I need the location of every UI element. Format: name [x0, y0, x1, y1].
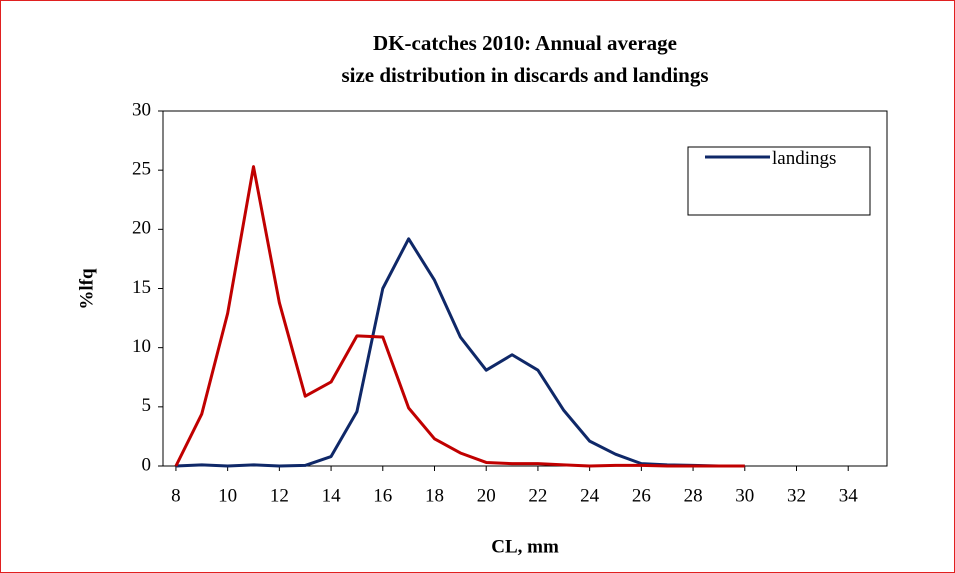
y-tick-label: 15 — [132, 277, 151, 298]
y-tick-label: 10 — [132, 336, 151, 357]
y-tick-label: 0 — [142, 454, 152, 475]
y-tick-label: 25 — [132, 159, 151, 180]
x-tick-label: 28 — [684, 485, 703, 506]
x-tick-label: 20 — [477, 485, 496, 506]
legend-label: landings — [772, 148, 837, 169]
x-tick-label: 22 — [528, 485, 547, 506]
y-tick-label: 20 — [132, 218, 151, 239]
x-tick-label: 34 — [839, 485, 859, 506]
x-tick-label: 10 — [218, 485, 237, 506]
x-tick-label: 26 — [632, 485, 651, 506]
y-tick-label: 30 — [132, 99, 151, 120]
x-tick-label: 24 — [580, 485, 600, 506]
x-tick-label: 32 — [787, 485, 806, 506]
series-line — [175, 237, 745, 468]
series-line — [174, 165, 745, 468]
x-tick-label: 18 — [425, 485, 444, 506]
y-axis-title: %lfq — [76, 268, 97, 310]
x-tick-label: 12 — [270, 485, 289, 506]
x-axis-title: CL, mm — [491, 536, 559, 557]
x-tick-label: 14 — [322, 485, 342, 506]
chart-title: DK-catches 2010: Annual average — [373, 31, 677, 55]
x-tick-label: 16 — [373, 485, 392, 506]
x-tick-label: 30 — [735, 485, 754, 506]
chart-title: size distribution in discards and landin… — [341, 63, 708, 87]
x-tick-label: 8 — [171, 485, 181, 506]
y-tick-label: 5 — [142, 395, 152, 416]
